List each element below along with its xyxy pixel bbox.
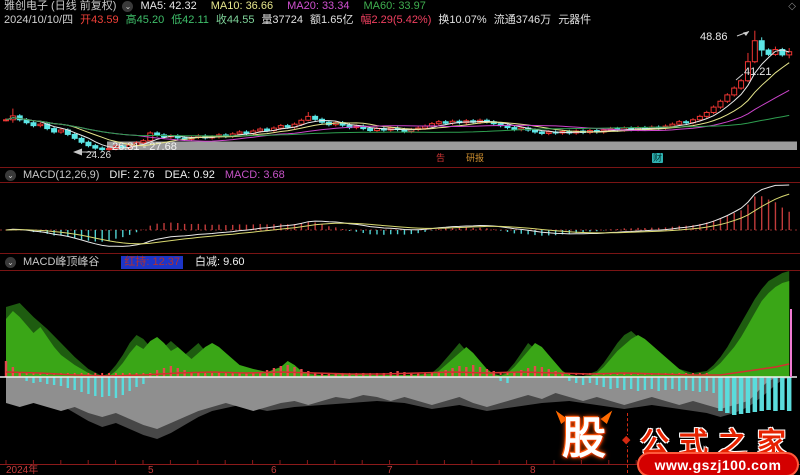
price-annotation: 26.31 - 27.68 — [112, 141, 177, 153]
axis-month-label: 2024年 — [6, 463, 38, 475]
ma10-label: MA10: 36.66 — [210, 0, 274, 12]
event-marker-icon[interactable]: 告 — [436, 153, 446, 163]
macd-indicator-label: MACD(12,26,9) — [23, 168, 100, 181]
info-segment: 流通3746万 — [493, 13, 552, 26]
info-segment: 量37724 — [261, 13, 304, 26]
axis-month-label: 5 — [148, 465, 154, 475]
watermark: 股 ◆ 公式之家 www.gszj100.com — [552, 407, 800, 475]
peak-panel-header: ⌄ MACD峰顶峰谷 红持: 12.37 白减: 9.60 — [0, 255, 245, 269]
ma20-label: MA20: 33.34 — [287, 0, 350, 12]
dea-value: DEA: 0.92 — [164, 168, 215, 181]
axis-month-label: 8 — [530, 465, 536, 475]
axis-month-label: 7 — [387, 465, 393, 475]
collapse-chevron-icon[interactable]: ⌄ — [5, 169, 16, 181]
price-annotation: 24.26 — [86, 150, 111, 161]
hongchi-value: 红持: 12.37 — [121, 255, 184, 269]
ma5-label: MA5: 42.32 — [140, 0, 197, 12]
axis-month-label: 6 — [271, 465, 277, 475]
event-marker-icon[interactable]: 财 — [652, 153, 664, 163]
price-annotation: 48.86 — [700, 31, 728, 43]
watermark-url[interactable]: www.gszj100.com — [637, 452, 799, 475]
peak-indicator-label: MACD峰顶峰谷 — [23, 255, 100, 268]
info-segment: 幅2.29(5.42%) — [360, 13, 432, 26]
info-segment: 元器件 — [558, 13, 592, 26]
info-segment: 开43.59 — [80, 13, 119, 26]
watermark-divider: ◆ — [622, 413, 632, 473]
diamond-icon: ◆ — [622, 434, 631, 446]
stock-title: 雅创电子 (日线 前复权) — [4, 0, 117, 12]
price-annotation: 41.21 — [744, 66, 772, 78]
diamond-icon[interactable]: ◇ — [788, 1, 796, 12]
main-chart-header: 雅创电子 (日线 前复权) ⌄ MA5: 42.32 MA10: 36.66 M… — [0, 0, 426, 13]
info-segment: 2024/10/10/四 — [4, 13, 74, 26]
info-segment: 低42.11 — [171, 13, 209, 26]
ma60-label: MA60: 33.97 — [363, 0, 426, 12]
collapse-chevron-icon[interactable]: ⌄ — [5, 256, 16, 268]
baijian-value: 白减: 9.60 — [195, 255, 245, 268]
macd-panel-header: ⌄ MACD(12,26,9) DIF: 2.76 DEA: 0.92 MACD… — [0, 168, 285, 182]
info-segment: 高45.20 — [125, 13, 165, 26]
collapse-chevron-icon[interactable]: ⌄ — [122, 1, 134, 12]
info-segment: 换10.07% — [438, 13, 487, 26]
info-segment: 额1.65亿 — [310, 13, 354, 26]
macd-value: MACD: 3.68 — [224, 168, 285, 181]
ohlc-info-row: 2024/10/10/四 开43.59 高45.20 低42.11 收44.55 量377… — [0, 13, 598, 27]
event-marker-icon[interactable]: 研报 — [466, 153, 485, 163]
watermark-logo: 股 — [562, 414, 606, 463]
info-segment: 收44.55 — [215, 13, 255, 26]
dif-value: DIF: 2.76 — [109, 168, 155, 181]
